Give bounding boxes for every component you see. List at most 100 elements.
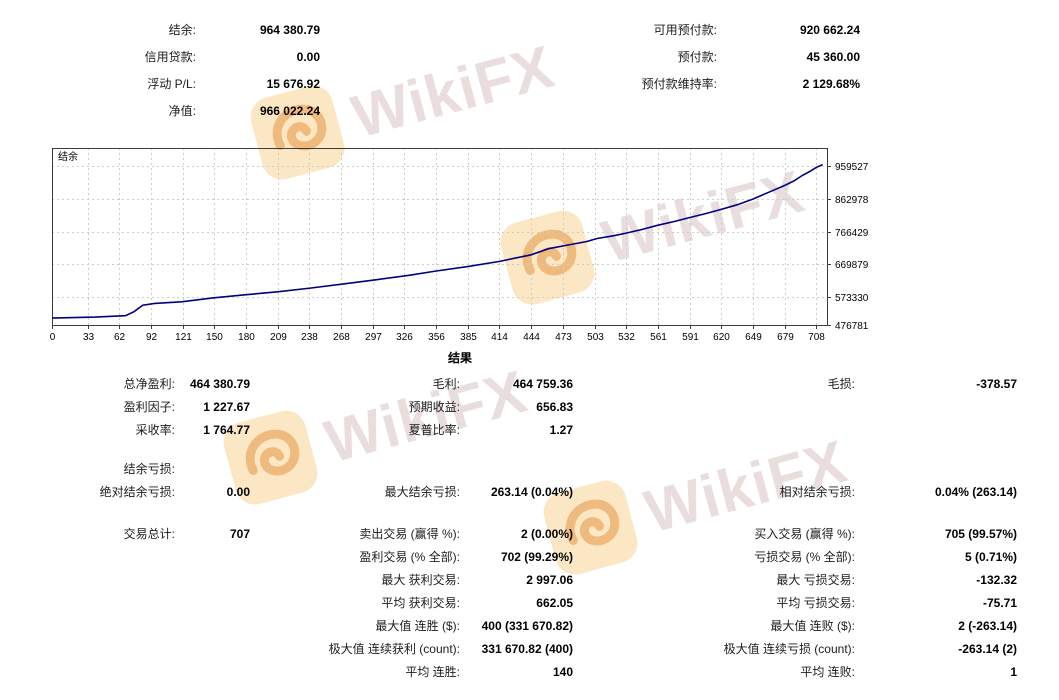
x-tick-label: 238 <box>301 332 318 343</box>
result-value: 662.05 <box>536 595 573 610</box>
result-value: -378.57 <box>976 376 1017 391</box>
x-tick-label: 708 <box>808 332 825 343</box>
result-label: 最大值 连败 ($): <box>770 619 855 633</box>
x-tick-label: 356 <box>428 332 445 343</box>
results-header: 结果 <box>447 351 472 365</box>
x-tick-label: 503 <box>587 332 604 343</box>
summary-label: 信用贷款: <box>144 50 196 64</box>
summary-value: 45 360.00 <box>806 49 860 64</box>
summary-label: 预付款维持率: <box>641 77 717 91</box>
spacer <box>0 441 1017 457</box>
result-value: 464 759.36 <box>512 376 573 391</box>
result-label: 平均 亏损交易: <box>776 596 855 610</box>
result-label: 毛损: <box>827 377 855 391</box>
x-tick-label: 33 <box>83 332 95 343</box>
result-label: 盈利因子: <box>123 400 175 414</box>
result-value: 707 <box>229 526 250 541</box>
result-label: 采收率: <box>135 423 175 437</box>
x-tick-label: 679 <box>777 332 794 343</box>
x-tick-label: 150 <box>206 332 223 343</box>
x-tick-label: 649 <box>745 332 762 343</box>
balance-curve-line <box>51 163 824 319</box>
x-tick-label: 92 <box>146 332 158 343</box>
result-label: 卖出交易 (赢得 %): <box>359 527 460 541</box>
result-value: 2 (0.00%) <box>520 526 573 541</box>
x-tick-label: 297 <box>365 332 382 343</box>
result-label: 总净盈利: <box>123 377 175 391</box>
chart-frame <box>52 148 828 326</box>
results-section: 总净盈利: 464 380.79 毛利: 464 759.36 毛损: -378.57 盈… <box>0 372 1017 683</box>
x-tick-label: 444 <box>523 332 540 343</box>
x-tick-label: 62 <box>114 332 126 343</box>
x-tick-label: 591 <box>682 332 699 343</box>
summary-value: 2 129.68% <box>802 76 860 91</box>
x-tick-label: 414 <box>491 332 508 343</box>
results-group-drawdown: 结余亏损: 绝对结余亏损: 0.00 最大结余亏损: 263.14 (0.04%) 相对… <box>0 457 1017 503</box>
result-value: 140 <box>552 664 573 679</box>
result-value: 331 670.82 (400) <box>481 641 573 656</box>
result-label: 最大结余亏损: <box>384 485 460 499</box>
x-tick-label: 473 <box>555 332 572 343</box>
result-value: 2 (-263.14) <box>958 618 1017 633</box>
y-tick-label: 959527 <box>835 162 869 173</box>
result-value: 5 (0.71%) <box>964 549 1017 564</box>
summary-label: 预付款: <box>677 50 717 64</box>
result-label: 最大值 连胜 ($): <box>375 619 460 633</box>
result-label: 最大 亏损交易: <box>776 573 855 587</box>
result-label: 夏普比率: <box>408 423 460 437</box>
summary-label: 结余: <box>168 23 196 37</box>
x-tick-label: 620 <box>713 332 730 343</box>
result-value: -75.71 <box>982 595 1017 610</box>
x-tick-label: 532 <box>618 332 635 343</box>
x-tick-label: 180 <box>238 332 255 343</box>
result-label: 极大值 连续亏损 (count): <box>723 642 855 656</box>
x-tick-label: 326 <box>396 332 413 343</box>
summary-label: 可用预付款: <box>653 23 717 37</box>
results-group-profit: 总净盈利: 464 380.79 毛利: 464 759.36 毛损: -378.57 盈… <box>0 372 1017 441</box>
summary-value: 15 676.92 <box>266 76 320 91</box>
result-value: 702 (99.29%) <box>500 549 573 564</box>
x-tick-label: 561 <box>650 332 667 343</box>
result-label: 结余亏损: <box>123 462 175 476</box>
y-tick-label: 669879 <box>835 260 869 271</box>
x-tick-label: 0 <box>50 332 56 343</box>
summary-value: 964 380.79 <box>259 22 320 37</box>
y-tick-label: 476781 <box>835 321 869 332</box>
result-label: 平均 连胜: <box>405 665 460 679</box>
result-label: 最大 获利交易: <box>381 573 460 587</box>
balance-chart: 0 33 62 92 121 150 180 209 238 268 297 326 356 385 414… <box>48 144 883 349</box>
y-tick-label: 573330 <box>835 293 869 304</box>
x-tick-label: 121 <box>175 332 192 343</box>
result-value: -132.32 <box>976 572 1017 587</box>
result-label: 相对结余亏损: <box>779 485 855 499</box>
y-tick-label: 862978 <box>835 195 869 206</box>
result-label: 极大值 连续获利 (count): <box>328 642 460 656</box>
x-tick-label: 385 <box>460 332 477 343</box>
result-value: 1 764.77 <box>203 422 250 437</box>
account-summary-right: 可用预付款: 920 662.24 预付款: 45 360.00 预付款维持率: 2 … <box>430 16 860 97</box>
x-tick-label: 268 <box>333 332 350 343</box>
account-summary-left: 结余: 964 380.79 信用贷款: 0.00 浮动 P/L: 15 676.92… <box>0 16 320 124</box>
y-tick-label: 766429 <box>835 228 869 239</box>
spacer <box>0 503 1017 522</box>
result-value: 656.83 <box>536 399 573 414</box>
result-value: 705 (99.57%) <box>944 526 1017 541</box>
result-value: 1 227.67 <box>203 399 250 414</box>
result-value: 263.14 (0.04%) <box>490 484 573 499</box>
result-value: 464 380.79 <box>189 376 250 391</box>
result-label: 平均 连败: <box>800 665 855 679</box>
result-label: 平均 获利交易: <box>381 596 460 610</box>
summary-value: 966 022.24 <box>259 103 320 118</box>
result-label: 买入交易 (赢得 %): <box>754 527 855 541</box>
chart-legend-label: 结余 <box>58 150 78 163</box>
balance-curve-svg: 0 33 62 92 121 150 180 209 238 268 297 326 356 385 414… <box>50 148 869 343</box>
result-value: 1 <box>1010 664 1017 679</box>
result-value: 400 (331 670.82) <box>481 618 573 633</box>
result-label: 绝对结余亏损: <box>99 485 175 499</box>
result-value: -263.14 (2) <box>958 641 1017 656</box>
result-value: 1.27 <box>549 422 573 437</box>
results-group-trades: 交易总计: 707 卖出交易 (赢得 %): 2 (0.00%) 买入交易 (赢得 %)… <box>0 522 1017 683</box>
result-label: 交易总计: <box>123 527 175 541</box>
result-label: 盈利交易 (% 全部): <box>359 550 460 564</box>
